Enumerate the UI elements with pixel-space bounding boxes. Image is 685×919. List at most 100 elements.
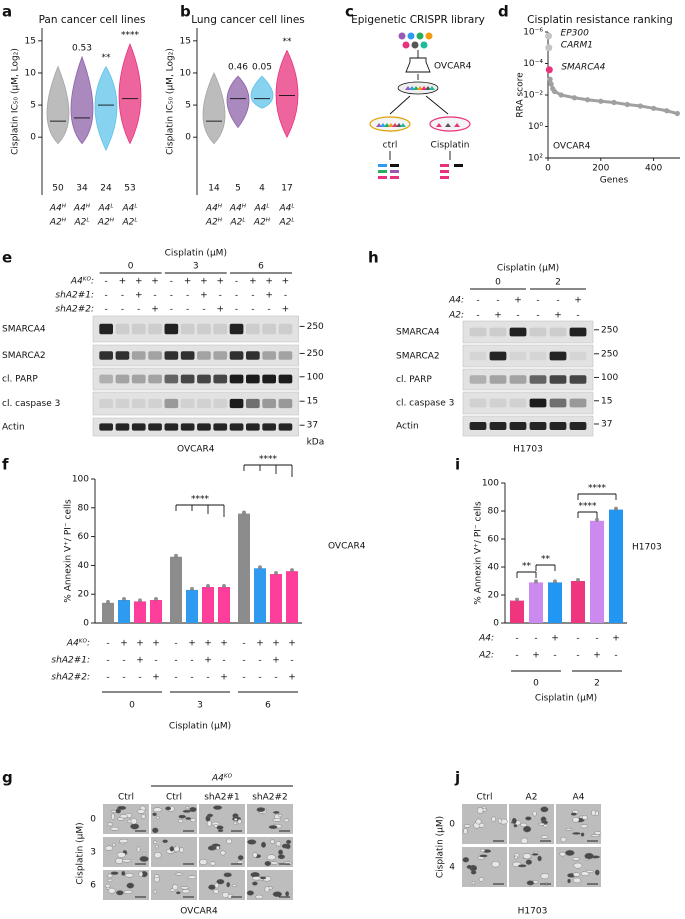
- bar: [270, 574, 282, 623]
- cell: [285, 891, 290, 897]
- ranking-curve: [548, 78, 678, 115]
- cell: [130, 818, 138, 825]
- category-label: A2ᴸ: [229, 218, 245, 228]
- mw-unit: kDa: [307, 438, 325, 448]
- condition-mark: +: [265, 277, 273, 287]
- panel-letter: e: [2, 249, 12, 267]
- condition-label: shA2#2:: [55, 305, 94, 315]
- band: [509, 351, 527, 361]
- band: [115, 323, 130, 335]
- band: [148, 374, 162, 384]
- band: [469, 375, 487, 384]
- condition-mark: +: [136, 639, 144, 649]
- cell: [153, 874, 160, 878]
- cell: [162, 839, 168, 843]
- y-tick-label: 0: [493, 619, 499, 629]
- cell: [199, 859, 208, 865]
- blot-strip: [92, 315, 299, 343]
- bar: [286, 571, 298, 623]
- cell: [463, 824, 471, 828]
- condition-mark: -: [202, 305, 205, 315]
- significance: ****: [259, 455, 278, 465]
- violin: [46, 65, 70, 145]
- cell: [409, 86, 415, 90]
- band: [180, 351, 195, 360]
- bar-dot: [515, 597, 519, 602]
- condition-mark: -: [222, 656, 225, 666]
- condition-mark: +: [256, 639, 264, 649]
- y-tick-label: 0: [30, 133, 36, 143]
- condition-mark: -: [476, 296, 479, 306]
- cell: [277, 854, 286, 860]
- barcode: [440, 170, 449, 173]
- arrow: [425, 95, 449, 115]
- dose-label: 0: [129, 701, 135, 711]
- y-axis-label: RRA score: [516, 72, 526, 118]
- barcode: [440, 164, 449, 167]
- condition-label: shA2#1:: [55, 291, 94, 301]
- violin: [275, 49, 299, 139]
- cell: [269, 861, 279, 865]
- condition-mark: +: [551, 634, 559, 644]
- condition-label: A4ᴷᴼ:: [70, 277, 94, 287]
- bar-dot: [242, 510, 246, 515]
- band: [569, 327, 587, 337]
- band: [246, 323, 260, 335]
- cell: [154, 852, 162, 859]
- cell: [216, 845, 220, 851]
- dose-label: 0: [495, 278, 501, 288]
- cell: [180, 886, 190, 890]
- mw-label: 250: [307, 349, 324, 359]
- n-label: 34: [76, 184, 88, 194]
- bar: [254, 568, 266, 623]
- cell: [185, 806, 189, 810]
- blot-label: cl. PARP: [396, 375, 432, 385]
- violin: [250, 75, 274, 109]
- cell: [213, 823, 218, 828]
- cell: [522, 853, 532, 860]
- y-tick-label: 10⁻²: [523, 91, 543, 101]
- condition-mark: -: [235, 291, 238, 301]
- cell: [156, 815, 160, 820]
- condition-mark: -: [106, 639, 109, 649]
- arm-label: Cisplatin: [431, 141, 470, 151]
- condition-mark: -: [219, 291, 222, 301]
- cell: [421, 86, 427, 90]
- condition-mark: -: [170, 277, 173, 287]
- blot-label: SMARCA2: [396, 352, 440, 362]
- cell: [116, 852, 126, 858]
- cell: [155, 845, 159, 849]
- condition-mark: -: [576, 651, 579, 661]
- condition-mark: -: [105, 277, 108, 287]
- cell: [268, 825, 278, 829]
- cell: [572, 817, 580, 823]
- cell: [514, 855, 519, 860]
- cell: [572, 857, 580, 861]
- y-tick-label: 0: [83, 619, 89, 629]
- band: [529, 375, 547, 384]
- bar-dot: [576, 578, 580, 582]
- cell: [189, 807, 197, 813]
- condition-mark: -: [174, 673, 177, 683]
- condition-mark: -: [274, 673, 277, 683]
- highlight-point: [545, 66, 553, 74]
- condition-mark: +: [151, 305, 159, 315]
- bar-dot: [258, 565, 262, 570]
- y-tick-label: 10⁻⁶: [523, 28, 543, 38]
- cell: [252, 852, 258, 858]
- band: [148, 423, 162, 431]
- x-axis-label: Cisplatin (μM): [535, 694, 597, 704]
- condition-mark: +: [494, 311, 502, 321]
- cell-line-label: H1703: [513, 445, 543, 455]
- band: [246, 374, 260, 384]
- cell: [125, 873, 134, 878]
- dish: [397, 81, 439, 95]
- mw-label: 100: [307, 372, 324, 382]
- cell: [491, 861, 500, 868]
- category-label: A4ᴸ: [121, 204, 137, 214]
- band: [213, 374, 228, 384]
- cell: [126, 882, 135, 889]
- band: [278, 423, 293, 431]
- cell: [272, 818, 282, 822]
- cell: [169, 846, 175, 852]
